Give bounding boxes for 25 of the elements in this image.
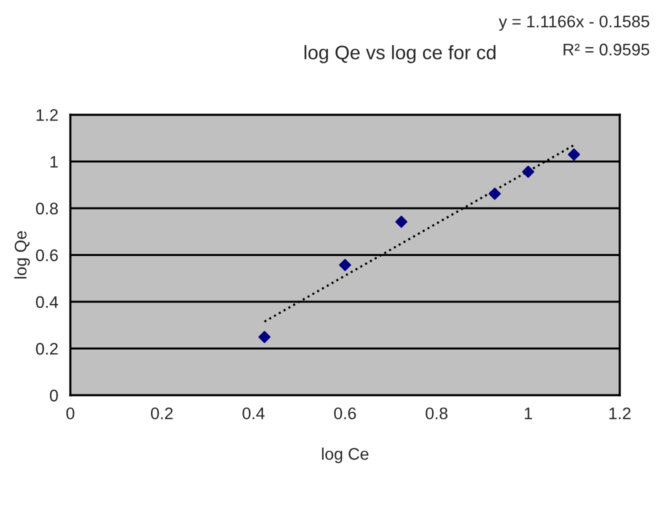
point (568, 148, 580, 161)
y-tick-label: 1 (50, 156, 58, 168)
point (338, 258, 352, 272)
y-axis-title: log Qe (14, 231, 30, 278)
x-tick-label: 1 (524, 408, 532, 420)
point (258, 330, 271, 344)
x-tick-label: 0.4 (242, 407, 265, 420)
text: R² = 0.9595 (564, 44, 650, 56)
y-tick-label: 0.2 (36, 342, 58, 355)
x-axis-title: log Ce (322, 448, 368, 464)
y-tick-label: 0.6 (36, 249, 58, 262)
y-tick-label: 0.8 (36, 202, 58, 214)
y-tick-label: 0.4 (36, 296, 58, 308)
y-tick-label: 0 (50, 390, 58, 402)
x-tick-label: 1.2 (609, 407, 630, 420)
x-tick-label: 0 (66, 407, 74, 420)
x-tick-label: 0.6 (334, 407, 356, 420)
x-tick-label: 0.8 (426, 407, 448, 420)
chart-title: log Qe vs log ce for cd (304, 45, 496, 64)
x-tick-label: 0.2 (150, 407, 173, 420)
point (522, 166, 534, 178)
text: y = 1.1166x - 0.1585 (498, 16, 650, 31)
point (395, 216, 408, 228)
point (488, 188, 501, 200)
y-tick-label: 1.2 (36, 109, 58, 121)
